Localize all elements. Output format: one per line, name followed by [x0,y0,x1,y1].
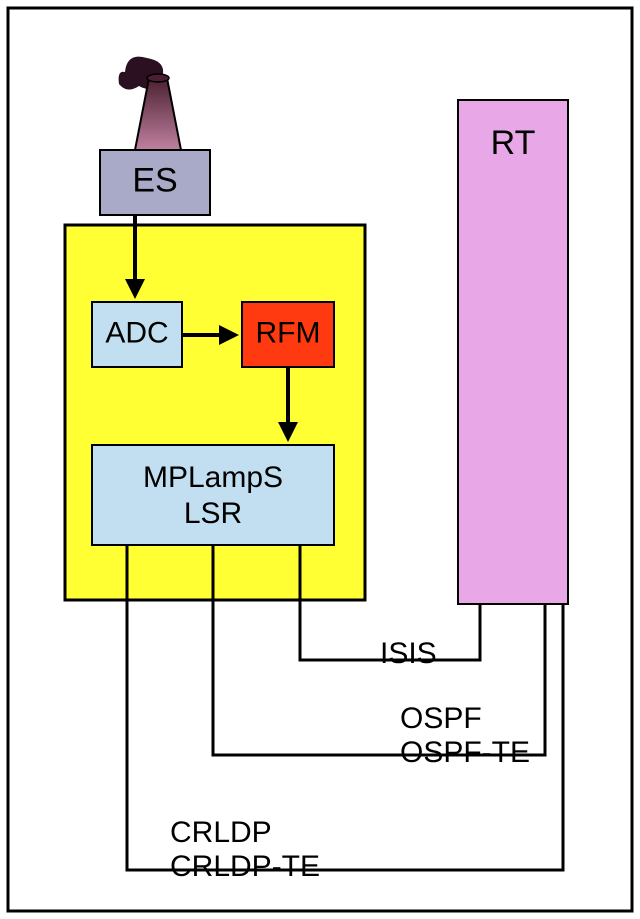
rt-box [458,100,568,604]
connection-label-2-b: CRLDP-TE [170,850,320,883]
es-label: ES [132,161,177,199]
connection-label-0: ISIS [380,637,437,670]
rt-label: RT [491,124,536,162]
connection-label-1-a: OSPF [400,702,482,735]
lsr-label-2: LSR [184,497,242,530]
rfm-label: RFM [256,316,321,349]
lsr-label-1: MPLampS [143,461,283,494]
chimney-cap-icon [147,74,169,82]
connection-label-2-a: CRLDP [170,816,272,849]
connection-label-1-b: OSPF-TE [400,736,530,769]
mplamps-diagram: RT ES ADC RFM MPLampSLSR ISIS OSPFOSPF-TE CRLDP… [0,0,640,919]
adc-label: ADC [105,316,168,349]
